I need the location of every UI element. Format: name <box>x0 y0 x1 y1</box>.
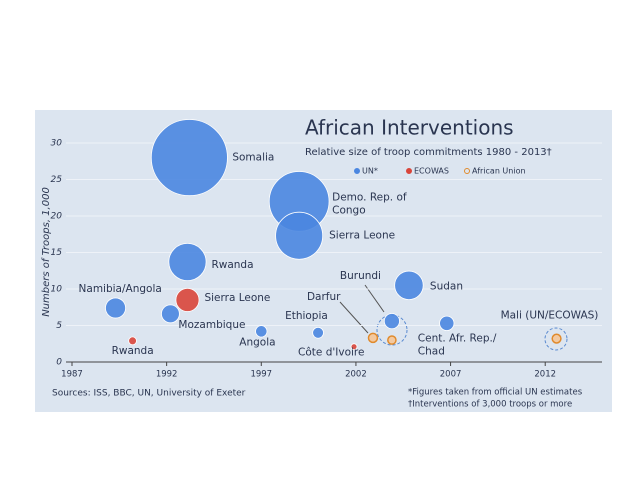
y-tick-label: 0 <box>56 358 62 368</box>
bubble <box>387 335 397 345</box>
bubble-label: Demo. Rep. of <box>332 191 407 203</box>
bubble <box>175 287 200 312</box>
bubble-label: Ethiopia <box>285 310 328 322</box>
bubble-label: Mali (UN/ECOWAS) <box>501 310 599 322</box>
bubble-label: Sierra Leone <box>204 292 270 304</box>
chart-subtitle: Relative size of troop commitments 1980 … <box>305 147 552 158</box>
bubble-label: Rwanda <box>211 259 253 271</box>
y-tick-label: 20 <box>51 212 63 222</box>
y-axis-label: Numbers of Troops, 1,000 <box>41 187 52 317</box>
bubble <box>168 242 207 282</box>
x-tick-label: 2012 <box>534 370 556 380</box>
y-tick-label: 5 <box>56 321 62 331</box>
bubble-label: Sudan <box>430 280 463 292</box>
footnote: *Figures taken from official UN estimate… <box>408 388 583 398</box>
bubble <box>161 304 180 324</box>
legend-marker <box>406 168 412 174</box>
bubble <box>105 297 126 319</box>
bubble <box>367 332 379 344</box>
bubble <box>394 270 424 301</box>
series <box>128 287 358 351</box>
bubble-label: Rwanda <box>112 345 154 357</box>
x-tick-label: 1992 <box>156 370 178 380</box>
bubble-label: Sierra Leone <box>329 230 395 242</box>
x-tick-label: 1997 <box>250 370 272 380</box>
bubble-label: Chad <box>418 345 445 357</box>
legend-label: ECOWAS <box>414 167 449 176</box>
chart-title: African Interventions <box>305 116 514 140</box>
legend-marker <box>354 168 360 174</box>
legend-label: UN* <box>362 167 378 176</box>
bubble-label: Mozambique <box>178 319 245 331</box>
bubble <box>255 325 268 338</box>
legend-label: African Union <box>472 167 526 176</box>
bubble <box>275 211 324 260</box>
y-tick-label: 10 <box>51 285 63 295</box>
bubble <box>350 343 358 351</box>
x-tick-label: 2007 <box>440 370 462 380</box>
bubble-label: Somalia <box>232 152 274 164</box>
bubble-label: Burundi <box>340 270 381 282</box>
series <box>105 119 455 339</box>
bubble <box>312 326 324 339</box>
bubble-label: Cent. Afr. Rep./ <box>418 332 497 344</box>
bubble <box>150 119 228 197</box>
x-tick-label: 2002 <box>345 370 367 380</box>
bubble <box>383 313 400 330</box>
bubble-label: Congo <box>332 204 366 216</box>
leader-line <box>339 301 369 334</box>
legend-marker <box>464 168 470 174</box>
footnote: †Interventions of 3,000 troops or more <box>408 400 572 410</box>
bubble-label: Darfur <box>307 291 341 303</box>
sources: Sources: ISS, BBC, UN, University of Exe… <box>52 389 246 399</box>
series <box>367 332 562 345</box>
bubble-label: Angola <box>239 336 275 348</box>
y-tick-label: 25 <box>51 175 63 185</box>
bubble-label: Côte d'Ivoire <box>298 347 364 359</box>
bubble <box>439 315 455 331</box>
y-tick-label: 30 <box>51 139 63 149</box>
bubble-label: Namibia/Angola <box>79 283 162 295</box>
highlight-ring <box>544 327 568 351</box>
y-tick-label: 15 <box>51 248 63 258</box>
bubble <box>551 333 562 344</box>
x-tick-label: 1987 <box>61 370 83 380</box>
bubble <box>128 336 137 346</box>
